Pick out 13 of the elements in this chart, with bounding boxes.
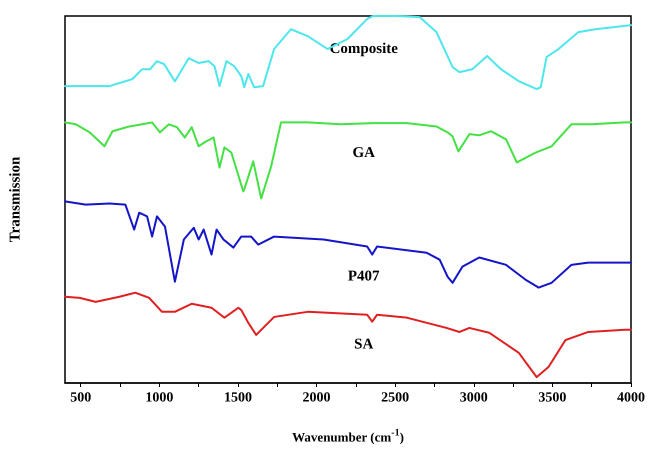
series-label: SA [354,336,374,353]
x-tick-label: 1500 [224,390,252,406]
y-axis-title: Transmission [8,156,24,242]
x-tick-label: 1000 [145,390,174,406]
x-tick-label: 3500 [538,390,566,406]
x-tick-label: 2000 [302,390,331,406]
series-label: GA [352,145,376,162]
series-label: P407 [348,268,380,284]
series-label: Composite [330,40,398,57]
x-tick-label: 3000 [460,390,488,406]
x-tick-label: 500 [70,390,92,406]
x-tick-label: 2500 [381,390,410,406]
x-tick-label: 4000 [617,390,645,406]
